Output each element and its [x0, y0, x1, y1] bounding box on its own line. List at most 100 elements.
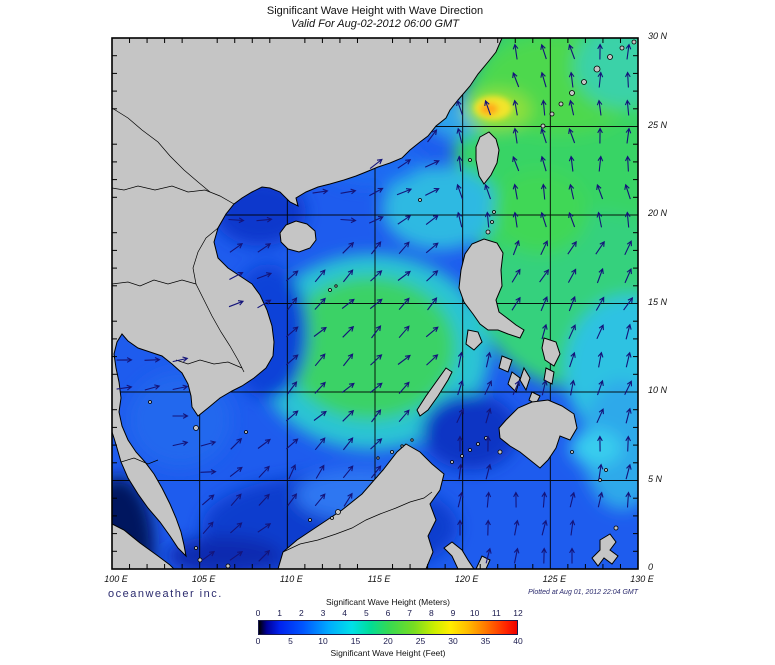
land-taiwan	[475, 131, 500, 185]
land-panay	[498, 355, 513, 373]
wave-direction-arrow	[229, 243, 244, 253]
wave-direction-arrow	[258, 549, 271, 562]
wave-direction-arrow	[370, 438, 383, 450]
wave-direction-arrow	[425, 242, 439, 254]
wave-direction-arrow	[457, 491, 464, 508]
islet	[581, 79, 587, 85]
land-mindanao	[498, 399, 578, 469]
wave-direction-arrow	[485, 519, 491, 536]
meters-tick-label: 5	[363, 608, 369, 618]
wave-direction-arrow	[596, 99, 603, 116]
wave-direction-arrow	[625, 127, 632, 144]
wave-direction-arrow	[369, 158, 383, 170]
islet	[593, 65, 601, 73]
meters-tick-label: 4	[342, 608, 348, 618]
wave-direction-arrow	[314, 381, 326, 394]
wave-direction-arrow	[257, 243, 272, 253]
wave-direction-arrow	[343, 492, 353, 507]
islet	[570, 450, 574, 454]
feet-tick-label: 5	[288, 636, 293, 646]
legend-meters-ticks: 0 1 2 3 4 5 6 7 8 9 10 11 12	[256, 608, 523, 619]
islet	[418, 198, 422, 202]
wave-direction-arrow	[340, 188, 357, 195]
wave-direction-arrow	[484, 211, 491, 228]
meters-tick-label: 11	[491, 608, 501, 618]
wave-direction-arrow	[230, 437, 243, 450]
islet	[193, 425, 199, 431]
wave-direction-arrow	[257, 438, 271, 449]
land-sulawesi	[443, 541, 475, 569]
wave-direction-arrow	[426, 270, 439, 282]
wave-direction-arrow	[624, 268, 632, 284]
legend-meters-label: Significant Wave Height (Meters)	[326, 597, 450, 607]
land-layer	[112, 38, 637, 569]
wave-direction-arrow	[314, 437, 326, 451]
wave-direction-arrow	[116, 384, 133, 391]
wave-direction-arrow	[313, 410, 327, 421]
land-sulawesi-arm	[475, 555, 491, 569]
wave-height-peaks	[474, 96, 512, 120]
lat-tick-label: 15 N	[648, 296, 668, 307]
wave-direction-arrow	[540, 71, 547, 88]
wave-direction-arrow	[285, 410, 299, 422]
wave-direction-arrow	[625, 435, 631, 452]
wave-direction-arrow	[285, 326, 299, 338]
wave-direction-arrow	[512, 380, 520, 396]
wave-direction-arrow	[258, 493, 270, 506]
wave-height-blob	[570, 430, 622, 466]
plotted-timestamp: Plotted at Aug 01, 2012 22:04 GMT	[528, 589, 638, 596]
wave-direction-arrow	[595, 240, 605, 255]
wave-direction-arrow	[456, 183, 464, 200]
wave-direction-arrow	[597, 491, 604, 508]
islet	[225, 563, 231, 569]
meters-tick-label: 8	[428, 608, 434, 618]
lat-tick-label: 10 N	[648, 385, 668, 395]
land-palawan	[416, 367, 453, 417]
islet	[485, 229, 491, 235]
islet	[244, 430, 248, 434]
wave-direction-arrow	[623, 296, 634, 311]
feet-tick-label: 0	[255, 636, 261, 646]
wave-direction-arrow	[285, 270, 299, 282]
wave-direction-arrow	[511, 268, 521, 283]
wave-direction-arrow	[370, 241, 382, 255]
wave-direction-arrow	[172, 356, 189, 363]
wave-direction-arrow	[229, 271, 244, 280]
wave-direction-arrow	[202, 521, 214, 535]
wave-direction-arrow	[596, 211, 603, 228]
wave-direction-arrow	[568, 295, 576, 312]
islet	[197, 557, 203, 563]
meters-tick-label: 9	[450, 608, 456, 618]
wave-direction-arrow	[425, 187, 440, 196]
lat-tick-label: 30 N	[648, 31, 668, 41]
wave-direction-arrow	[597, 351, 604, 368]
wave-direction-arrow	[513, 547, 520, 564]
wave-direction-arrow	[625, 351, 632, 368]
meters-tick-label: 1	[277, 608, 283, 618]
feet-tick-label: 10	[318, 636, 328, 646]
land-hainan	[279, 220, 317, 253]
islet	[604, 468, 608, 472]
wave-direction-arrow	[484, 380, 493, 396]
wave-direction-arrow	[256, 216, 273, 223]
wave-direction-arrow	[596, 379, 604, 396]
wave-direction-arrow	[342, 409, 355, 422]
meters-tick-label: 2	[298, 608, 304, 618]
wave-direction-arrow	[396, 188, 413, 196]
wave-direction-arrow	[485, 407, 492, 424]
wave-direction-arrow	[512, 155, 520, 172]
wave-direction-arrow	[398, 297, 410, 310]
wave-direction-arrow	[200, 440, 217, 447]
wave-direction-arrow	[371, 409, 382, 423]
wave-direction-arrow	[313, 326, 327, 337]
wave-direction-arrow	[625, 491, 632, 508]
wave-direction-arrow	[540, 43, 547, 60]
feet-tick-label: 35	[480, 636, 491, 646]
wave-direction-arrow	[286, 438, 299, 450]
wave-direction-arrow	[230, 493, 242, 507]
wave-direction-arrow	[457, 379, 464, 396]
wave-height-blob	[382, 166, 498, 250]
wave-direction-arrow	[285, 354, 299, 366]
wave-direction-arrow	[541, 547, 547, 564]
country-border	[282, 491, 433, 553]
